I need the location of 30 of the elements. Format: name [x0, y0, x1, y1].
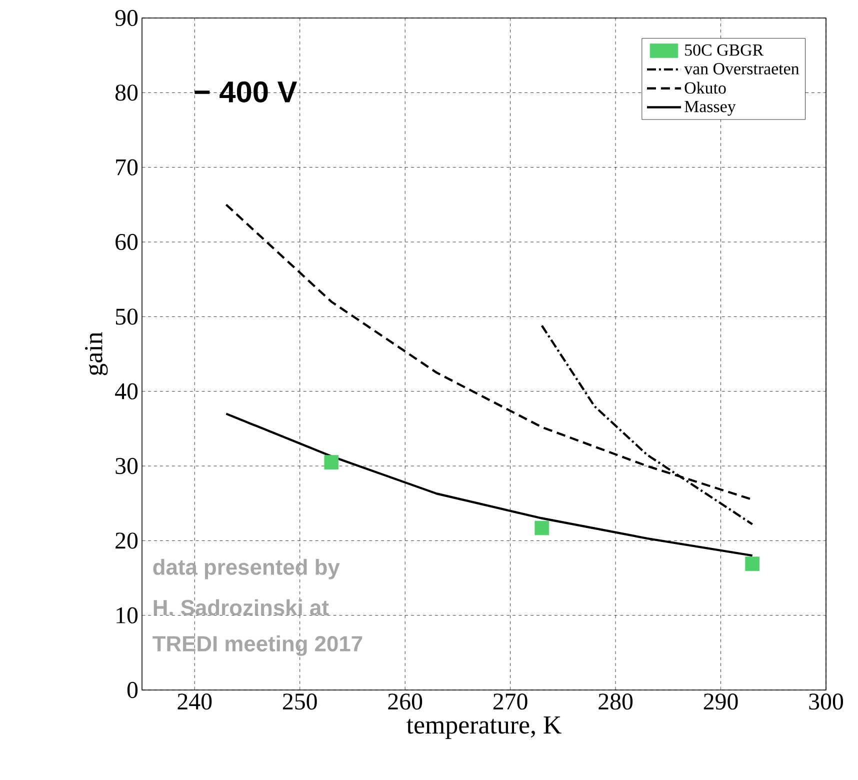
x-tick-label: 260: [388, 694, 422, 710]
y-tick-label: 0: [127, 682, 138, 698]
legend-label: van Overstraeten: [684, 63, 800, 74]
y-axis-title: gain: [84, 332, 108, 376]
y-tick-label: 30: [116, 458, 138, 474]
x-tick-label: 290: [704, 694, 738, 710]
point: [745, 556, 760, 571]
y-tick-label: 20: [116, 532, 138, 549]
annotation: − 400 V: [194, 81, 298, 102]
y-tick-label: 50: [116, 308, 138, 325]
annotation: TREDI meeting 2017: [152, 635, 362, 656]
point: [324, 455, 339, 470]
x-tick-label: 280: [598, 694, 633, 710]
point: [534, 520, 550, 536]
annotation: H. Sadrozinski at: [154, 599, 329, 616]
y-tick-label: 80: [115, 84, 138, 101]
annotation: data presented by: [153, 558, 340, 580]
x-axis-title: temperature, K: [406, 716, 562, 739]
x-tick-label: 300: [809, 694, 844, 710]
y-tick-label: 90: [115, 10, 138, 26]
legend-label: 50C GBGR: [685, 44, 764, 56]
x-tick-label: 240: [178, 694, 212, 710]
x-tick-label: 250: [282, 694, 317, 710]
y-tick-label: 60: [116, 234, 138, 250]
y-tick-label: 10: [116, 607, 138, 624]
x-tick-label: 270: [493, 694, 528, 710]
legend-label: Massey: [684, 100, 736, 116]
y-tick-label: 70: [116, 159, 138, 176]
legend-label: Okuto: [684, 82, 726, 94]
y-tick-label: 40: [115, 383, 138, 400]
